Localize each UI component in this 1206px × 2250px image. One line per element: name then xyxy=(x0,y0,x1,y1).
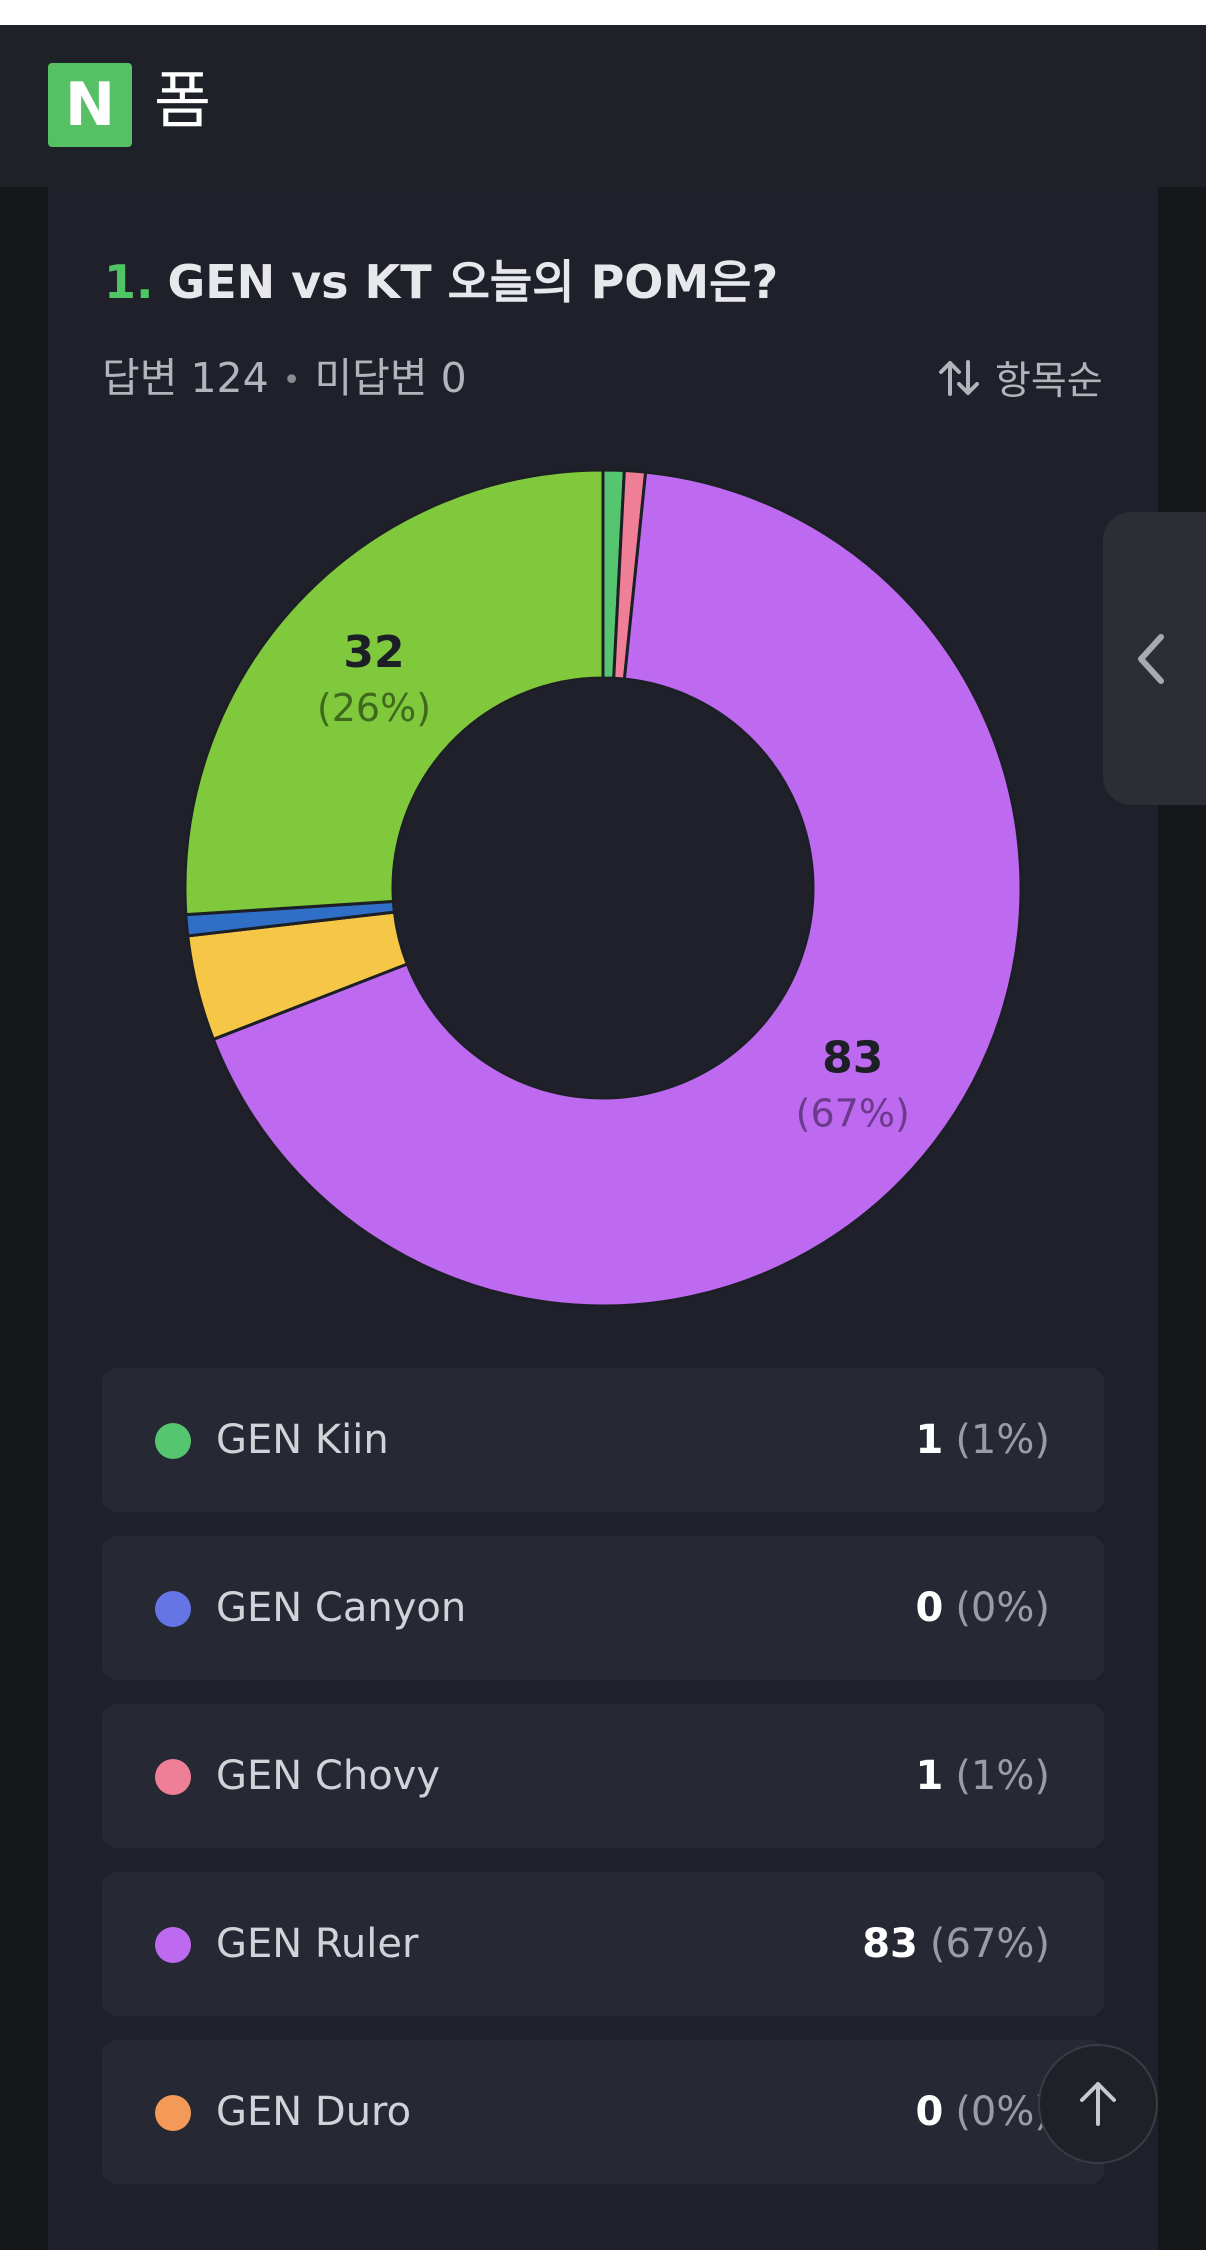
scroll-to-top-button[interactable] xyxy=(1038,2044,1158,2164)
option-row[interactable]: GEN Duro 0 (0%) xyxy=(102,2040,1104,2184)
unanswered-count: 미답변 0 xyxy=(314,354,467,402)
logo-letter: N xyxy=(64,70,116,140)
sort-button[interactable]: 항목순 xyxy=(935,350,1103,406)
status-bar xyxy=(0,0,1206,25)
option-count: 83 xyxy=(862,1921,918,1967)
option-result: 83 (67%) xyxy=(862,1915,1050,1973)
arrow-up-icon xyxy=(1080,2082,1116,2126)
option-count: 0 xyxy=(915,2089,944,2135)
option-row[interactable]: GEN Chovy 1 (1%) xyxy=(102,1704,1104,1848)
option-label: GEN Ruler xyxy=(216,1921,419,1967)
app-header: N 폼 xyxy=(0,25,1206,187)
chart-slice-gen-ruler xyxy=(211,470,1023,1308)
option-count: 0 xyxy=(915,1585,944,1631)
chart-percent-label: (67%) xyxy=(796,1091,910,1135)
option-color-dot xyxy=(155,1591,191,1627)
option-color-dot xyxy=(155,1423,191,1459)
option-percent: (67%) xyxy=(929,1921,1050,1967)
chart-value-label: 32 xyxy=(343,627,404,678)
option-color-dot xyxy=(155,2095,191,2131)
answered-count: 답변 124 xyxy=(102,354,269,402)
option-label: GEN Chovy xyxy=(216,1753,441,1799)
option-result: 1 (1%) xyxy=(915,1411,1050,1469)
chart-percent-label: (26%) xyxy=(317,686,431,730)
option-percent: (0%) xyxy=(955,1585,1050,1631)
chart-slice-other-green xyxy=(183,468,605,917)
option-percent: (1%) xyxy=(955,1417,1050,1463)
option-color-dot xyxy=(155,1759,191,1795)
option-row[interactable]: GEN Ruler 83 (67%) xyxy=(102,1872,1104,2016)
option-result: 0 (0%) xyxy=(915,2083,1050,2141)
chevron-left-icon xyxy=(1138,633,1164,684)
naver-logo[interactable]: N xyxy=(48,63,132,147)
option-count: 1 xyxy=(915,1417,944,1463)
chart-value-label: 83 xyxy=(822,1032,883,1083)
option-result: 1 (1%) xyxy=(915,1747,1050,1805)
option-percent: (0%) xyxy=(955,2089,1050,2135)
question-number: 1. xyxy=(104,255,154,309)
option-label: GEN Kiin xyxy=(216,1417,389,1463)
donut-chart: 32 (26%) 83 (67%) xyxy=(183,468,1023,1308)
response-stats: 답변 124 • 미답변 0 xyxy=(102,350,467,409)
option-percent: (1%) xyxy=(955,1753,1050,1799)
question-text: GEN vs KT 오늘의 POM은? xyxy=(167,255,779,309)
option-row[interactable]: GEN Canyon 0 (0%) xyxy=(102,1536,1104,1680)
sort-label: 항목순 xyxy=(995,359,1103,404)
donut-hole xyxy=(394,679,812,1097)
question-title: 1. GEN vs KT 오늘의 POM은? xyxy=(104,250,778,314)
option-color-dot xyxy=(155,1927,191,1963)
sort-arrows-icon xyxy=(939,360,979,396)
stats-separator: • xyxy=(282,363,301,398)
side-panel-toggle[interactable] xyxy=(1103,512,1206,805)
option-label: GEN Canyon xyxy=(216,1585,467,1631)
option-row[interactable]: GEN Kiin 1 (1%) xyxy=(102,1368,1104,1512)
page-title: 폼 xyxy=(154,64,212,137)
option-count: 1 xyxy=(915,1753,944,1799)
option-label: GEN Duro xyxy=(216,2089,412,2135)
option-result: 0 (0%) xyxy=(915,1579,1050,1637)
